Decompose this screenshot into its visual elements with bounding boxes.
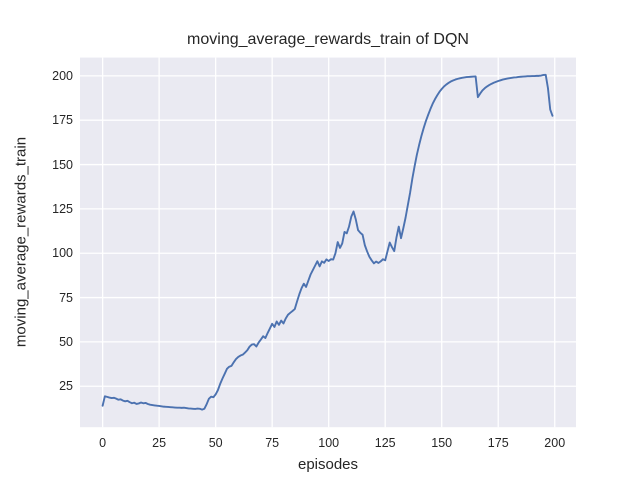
y-tick-label: 25 [59,379,73,394]
y-tick-label: 125 [52,201,73,216]
y-tick-label: 175 [52,113,73,128]
x-axis-label: episodes [297,456,359,473]
y-axis-label: moving_average_rewards_train [12,136,30,348]
x-tick-label: 125 [374,436,396,450]
x-tick-label: 50 [208,436,223,450]
x-tick-label: 75 [265,436,280,450]
y-tick-label: 50 [59,334,73,349]
x-tick-label: 175 [487,436,509,450]
y-tick-label: 100 [52,246,73,261]
x-tick-label: 200 [544,436,566,450]
y-tick-label: 200 [52,68,73,83]
chart-title: moving_average_rewards_train of DQN [187,31,469,48]
y-tick-label: 150 [52,157,73,172]
x-tick-label: 0 [99,436,107,450]
x-tick-label: 100 [318,436,340,450]
y-tick-label: 75 [59,290,73,305]
x-tick-label: 150 [431,436,453,450]
x-tick-label: 25 [152,436,167,450]
